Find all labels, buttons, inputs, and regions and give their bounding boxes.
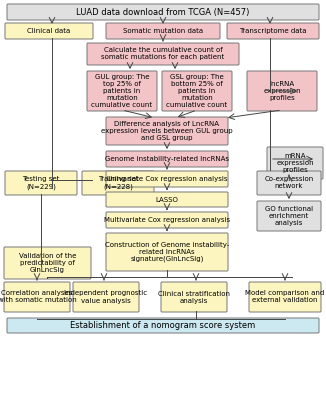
- FancyBboxPatch shape: [73, 282, 139, 312]
- Text: LASSO: LASSO: [156, 196, 178, 202]
- FancyBboxPatch shape: [161, 282, 227, 312]
- FancyBboxPatch shape: [257, 171, 321, 195]
- Text: Genome instability-related lncRNAs: Genome instability-related lncRNAs: [105, 156, 229, 162]
- Text: GO functional
enrichment
analysis: GO functional enrichment analysis: [265, 206, 313, 226]
- FancyBboxPatch shape: [4, 282, 70, 312]
- FancyBboxPatch shape: [106, 171, 228, 187]
- FancyBboxPatch shape: [87, 43, 239, 65]
- Text: Difference analysis of LncRNA
expression levels between GUL group
and GSL group: Difference analysis of LncRNA expression…: [101, 121, 233, 141]
- FancyBboxPatch shape: [87, 71, 157, 111]
- Text: mRNA
expression
profiles: mRNA expression profiles: [276, 153, 314, 173]
- Text: Model comparison and
external validation: Model comparison and external validation: [245, 290, 325, 304]
- Text: Validation of the
predictability of
GlnLncSig: Validation of the predictability of GlnL…: [19, 253, 76, 273]
- FancyBboxPatch shape: [106, 212, 228, 228]
- FancyBboxPatch shape: [106, 117, 228, 145]
- FancyBboxPatch shape: [162, 71, 232, 111]
- Text: Transcriptome data: Transcriptome data: [239, 28, 307, 34]
- Text: Independent prognostic
value analysis: Independent prognostic value analysis: [65, 290, 148, 304]
- FancyBboxPatch shape: [106, 151, 228, 167]
- Text: Somatic mutation data: Somatic mutation data: [123, 28, 203, 34]
- FancyBboxPatch shape: [106, 192, 228, 207]
- Text: Clinical data: Clinical data: [27, 28, 71, 34]
- FancyBboxPatch shape: [267, 147, 323, 179]
- FancyBboxPatch shape: [106, 233, 228, 271]
- Text: Training set
(N=228): Training set (N=228): [98, 176, 138, 190]
- Text: Testing set
(N=229): Testing set (N=229): [22, 176, 60, 190]
- Text: Clinical stratification
analysis: Clinical stratification analysis: [158, 290, 230, 304]
- Text: Multivariate Cox regression analysis: Multivariate Cox regression analysis: [104, 217, 230, 223]
- FancyBboxPatch shape: [106, 23, 220, 39]
- Text: GUL group: The
top 25% of
patients in
mutation
cumulative count: GUL group: The top 25% of patients in mu…: [91, 74, 153, 108]
- FancyBboxPatch shape: [257, 201, 321, 231]
- Text: GSL group: The
bottom 25% of
patients in
mutation
cumulative count: GSL group: The bottom 25% of patients in…: [167, 74, 228, 108]
- Text: lncRNA
expression
profiles: lncRNA expression profiles: [263, 81, 301, 101]
- Text: Univariate Cox regression analysis: Univariate Cox regression analysis: [107, 176, 227, 182]
- FancyBboxPatch shape: [247, 71, 317, 111]
- Text: Establishment of a nomogram score system: Establishment of a nomogram score system: [70, 321, 256, 330]
- FancyBboxPatch shape: [5, 23, 93, 39]
- Text: LUAD data download from TCGA (N=457): LUAD data download from TCGA (N=457): [76, 8, 250, 16]
- FancyBboxPatch shape: [82, 171, 154, 195]
- FancyBboxPatch shape: [7, 318, 319, 333]
- FancyBboxPatch shape: [4, 247, 91, 279]
- FancyBboxPatch shape: [227, 23, 319, 39]
- FancyBboxPatch shape: [7, 4, 319, 20]
- Text: Correlation analyses
with somatic mutation: Correlation analyses with somatic mutati…: [0, 290, 76, 304]
- Text: Construction of Genome instability-
related lncRNAs
signature(GlnLncSig): Construction of Genome instability- rela…: [105, 242, 229, 262]
- Text: Co-expression
network: Co-expression network: [264, 176, 314, 190]
- FancyBboxPatch shape: [249, 282, 321, 312]
- Text: Calculate the cumulative count of
somatic mutations for each patient: Calculate the cumulative count of somati…: [101, 48, 225, 60]
- FancyBboxPatch shape: [5, 171, 77, 195]
